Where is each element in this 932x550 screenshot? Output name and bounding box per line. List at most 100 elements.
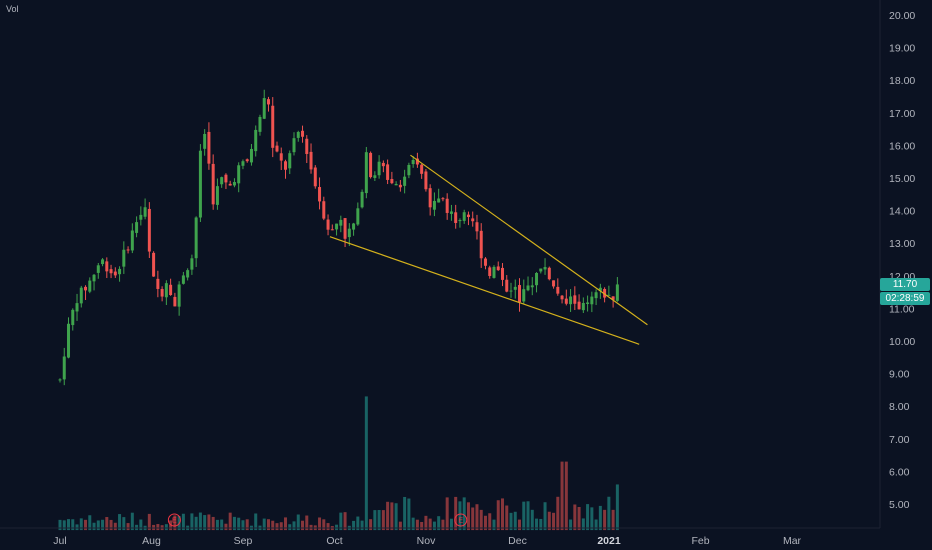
candle-body	[381, 162, 385, 167]
volume-bar	[607, 496, 611, 531]
volume-bar	[241, 520, 245, 531]
volume-bar	[194, 516, 198, 531]
price-tick-12: 8.00	[889, 401, 910, 413]
volume-bar	[424, 515, 428, 531]
candle-body	[488, 267, 492, 276]
volume-bar	[483, 515, 487, 531]
volume-bar	[445, 497, 449, 531]
price-tick-4: 16.00	[889, 140, 915, 152]
volume-bar	[454, 496, 458, 531]
volume-bar	[522, 501, 526, 531]
candle-body	[552, 280, 556, 287]
candle-body	[543, 267, 547, 270]
candlesticks	[58, 89, 619, 386]
candle-body	[88, 280, 92, 292]
volume-bar	[586, 504, 590, 531]
candle-body	[152, 252, 156, 277]
volume-bar	[181, 513, 185, 531]
volume-bar	[215, 519, 219, 531]
candle-body	[598, 287, 602, 291]
candle-body	[84, 286, 88, 291]
svg-text:E: E	[172, 518, 177, 525]
volume-bar	[441, 519, 445, 531]
candle-body	[500, 267, 504, 280]
time-tick-6: 2021	[597, 535, 621, 547]
time-tick-1: Aug	[142, 535, 161, 547]
volume-bar	[403, 496, 407, 531]
volume-bar	[254, 513, 258, 531]
volume-bar	[547, 511, 551, 531]
volume-bar	[556, 496, 560, 531]
earnings-markers[interactable]: EEE	[167, 513, 932, 527]
candle-body	[526, 285, 530, 291]
volume-bar	[611, 509, 615, 531]
volume-bar	[130, 512, 134, 531]
volume-bar	[135, 524, 139, 531]
volume-indicator-label[interactable]: Vol	[6, 4, 19, 14]
volume-bar	[530, 509, 534, 531]
earnings-icon[interactable]: E	[454, 513, 468, 527]
time-tick-0: Jul	[53, 535, 66, 547]
volume-bar	[603, 509, 607, 531]
candle-body	[428, 188, 432, 208]
candle-body	[109, 269, 113, 274]
resistance-trendline[interactable]	[410, 154, 648, 326]
candle-body	[556, 286, 560, 294]
volume-bar	[292, 521, 296, 531]
volume-bar	[139, 519, 143, 531]
candle-body	[232, 182, 236, 186]
volume-bar	[322, 519, 326, 531]
volume-bar	[364, 396, 368, 531]
candle-body	[330, 229, 334, 231]
candle-body	[249, 148, 253, 163]
volume-bar	[479, 509, 483, 531]
candle-body	[483, 258, 487, 266]
candle-body	[475, 222, 479, 232]
volume-bar	[539, 518, 543, 531]
candle-body	[509, 290, 513, 292]
time-tick-7: Feb	[691, 535, 709, 547]
volume-bar	[211, 516, 215, 531]
candle-body	[424, 171, 428, 190]
candle-body	[122, 249, 126, 267]
price-tick-2: 18.00	[889, 75, 915, 87]
volume-bar	[126, 523, 130, 531]
candle-body	[615, 284, 619, 301]
volume-bar	[466, 502, 470, 531]
earnings-icon[interactable]: E	[167, 513, 181, 527]
candle-body	[194, 217, 198, 259]
candle-body	[539, 268, 543, 272]
price-tick-11: 9.00	[889, 369, 910, 381]
candle-body	[164, 283, 168, 298]
volume-bar	[505, 505, 509, 531]
candle-body	[594, 292, 598, 299]
candle-body	[492, 266, 496, 278]
candle-body	[326, 219, 330, 230]
volume-bar	[62, 520, 66, 531]
candle-body	[79, 287, 83, 304]
volume-bar	[301, 520, 305, 531]
candle-body	[462, 212, 466, 221]
volume-bar	[326, 523, 330, 531]
time-axis[interactable]: Jul Aug Sep Oct Nov Dec 2021 Feb Mar	[53, 535, 801, 547]
svg-text:E: E	[458, 518, 463, 525]
volume-bar	[411, 517, 415, 531]
volume-bar	[262, 518, 266, 531]
volume-bar	[394, 503, 398, 531]
support-trendline[interactable]	[329, 236, 640, 345]
candle-body	[96, 265, 100, 273]
trendlines[interactable]	[329, 154, 648, 345]
candle-body	[318, 187, 322, 202]
candle-body	[113, 271, 117, 276]
volume-bar	[109, 519, 113, 531]
volume-bar	[471, 507, 475, 531]
candle-body	[437, 198, 441, 203]
candle-body	[262, 98, 266, 119]
candle-body	[560, 295, 564, 300]
candle-body	[309, 151, 313, 170]
volume-bar	[88, 515, 92, 531]
candle-body	[147, 208, 151, 252]
price-axis[interactable]: 20.00 19.00 18.00 17.00 16.00 15.00 14.00 13.00…	[889, 10, 915, 511]
volume-bar	[598, 505, 602, 531]
